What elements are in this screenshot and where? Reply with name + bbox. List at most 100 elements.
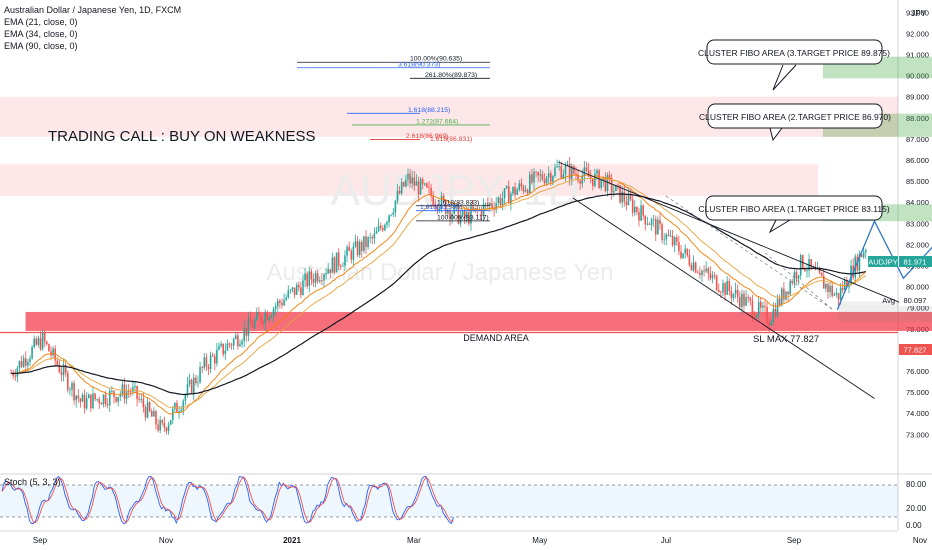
candle-body xyxy=(203,357,206,368)
candle-body xyxy=(659,219,661,225)
candle-body xyxy=(272,308,275,317)
candle-body xyxy=(608,175,611,179)
candle-body xyxy=(476,207,479,210)
sl-price-tag[interactable]: 77.827 xyxy=(899,344,932,355)
candle-body xyxy=(232,338,235,346)
time-tick-label: Sep xyxy=(33,536,48,545)
price-tick-label: 85.000 xyxy=(906,177,929,186)
stoch-axis-0: 0.00 xyxy=(906,521,922,530)
candle-body xyxy=(323,274,325,281)
candle-body xyxy=(27,362,29,366)
candle-body xyxy=(157,424,159,431)
candle-body xyxy=(337,252,340,266)
time-axis[interactable]: SepNov2021MarMayJulSepNov2022MarMayJulSe… xyxy=(33,536,932,545)
callout-target-1[interactable]: CLUSTER FIBO AREA (1.TARGET PRICE 83.115… xyxy=(698,195,890,234)
candle-body xyxy=(526,189,529,194)
candle-body xyxy=(692,262,695,271)
candle-body xyxy=(106,403,109,406)
candle-body xyxy=(825,283,827,289)
stoch-pane[interactable] xyxy=(0,475,898,525)
candle-body xyxy=(606,175,609,192)
candle-body xyxy=(535,171,537,173)
candle-body xyxy=(663,239,665,241)
drawings-layer xyxy=(558,161,932,399)
candle-body xyxy=(428,187,430,188)
stoch-band xyxy=(0,485,898,517)
chart-title: Australian Dollar / Japanese Yen, 1D, FX… xyxy=(4,5,181,15)
time-tick-label: Nov xyxy=(159,536,173,545)
candle-body xyxy=(753,315,756,317)
candle-body xyxy=(188,379,191,385)
candle-body xyxy=(701,270,703,275)
candle-body xyxy=(396,190,399,201)
zone-demand xyxy=(25,311,932,331)
candle-body xyxy=(218,346,220,350)
candle-body xyxy=(717,290,720,292)
candle-body xyxy=(543,179,546,184)
candle-body xyxy=(333,257,336,273)
candle-body xyxy=(711,275,714,279)
candle-body xyxy=(738,296,741,308)
candle-body xyxy=(627,194,630,206)
candle-body xyxy=(562,174,565,179)
candle-body xyxy=(12,373,14,376)
candle-body xyxy=(37,338,40,345)
candle-body xyxy=(409,173,411,184)
price-tick-label: 88.000 xyxy=(906,114,929,123)
price-axis[interactable]: 93.000 92.000 91.000 90.000 89.000 88.000 87.0… xyxy=(906,8,929,439)
candle-body xyxy=(264,313,266,324)
candle-body xyxy=(757,301,760,315)
candle-body xyxy=(762,305,764,308)
candle-body xyxy=(589,176,592,179)
candle-body xyxy=(728,281,731,292)
candle-body xyxy=(211,355,214,357)
candle-body xyxy=(770,321,773,326)
ema-21-line xyxy=(11,174,867,415)
candle-body xyxy=(142,398,145,408)
candle-body xyxy=(386,222,388,225)
candle-body xyxy=(356,241,359,255)
candle-body xyxy=(432,196,434,206)
candle-body xyxy=(318,280,321,282)
candle-body xyxy=(453,205,455,214)
candle-body xyxy=(365,236,367,248)
candle-body xyxy=(306,273,308,287)
candle-body xyxy=(703,270,705,272)
candle-body xyxy=(537,172,539,176)
candle-body xyxy=(371,237,374,239)
candle-body xyxy=(134,386,136,388)
candle-body xyxy=(671,235,674,246)
candle-body xyxy=(167,424,170,432)
candle-body xyxy=(726,281,728,295)
candle-body xyxy=(262,322,264,324)
candle-body xyxy=(568,163,571,180)
candle-body xyxy=(636,206,638,213)
candle-body xyxy=(827,283,829,293)
candle-body xyxy=(377,225,380,232)
candle-body xyxy=(161,420,164,424)
candle-body xyxy=(293,287,296,295)
candle-body xyxy=(745,297,747,306)
candle-body xyxy=(846,279,848,288)
price-tick-label: 83.000 xyxy=(906,219,929,228)
stoch-d-line xyxy=(1,476,454,524)
candle-body xyxy=(123,384,126,399)
candle-body xyxy=(682,253,684,258)
candles-layer xyxy=(10,157,867,435)
candle-body xyxy=(316,273,319,282)
candle-body xyxy=(222,343,224,355)
callout-target-2[interactable]: CLUSTER FIBO AREA (2.TARGET PRICE 86.970… xyxy=(699,103,891,142)
fib-level-label: 3.618(90.373) xyxy=(398,61,440,68)
callout-target-3[interactable]: CLUSTER FIBO AREA (3.TARGET PRICE 89.875… xyxy=(698,39,890,91)
avg-price-tag[interactable]: Avg 80.097 xyxy=(882,295,932,306)
candle-body xyxy=(741,293,743,308)
stoch-axis-20: 20.00 xyxy=(906,504,927,513)
demand-area-label: DEMAND AREA xyxy=(463,333,529,343)
audjpy-price-tag[interactable]: AUDJPY 81.971 xyxy=(868,256,932,267)
candle-body xyxy=(489,203,491,206)
candle-body xyxy=(346,246,348,256)
fib-level-label: 1.618(88.215) xyxy=(408,107,450,114)
candle-body xyxy=(730,291,733,299)
candle-body xyxy=(117,396,119,402)
